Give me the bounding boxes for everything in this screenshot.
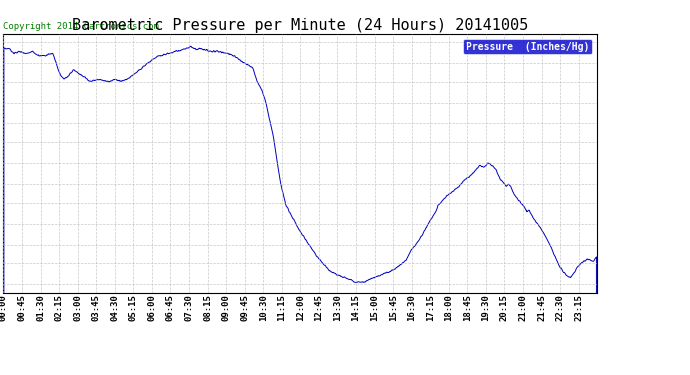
Title: Barometric Pressure per Minute (24 Hours) 20141005: Barometric Pressure per Minute (24 Hours… xyxy=(72,18,529,33)
Legend: Pressure  (Inches/Hg): Pressure (Inches/Hg) xyxy=(463,39,592,54)
Text: Copyright 2014 Cartronics.com: Copyright 2014 Cartronics.com xyxy=(3,22,159,31)
